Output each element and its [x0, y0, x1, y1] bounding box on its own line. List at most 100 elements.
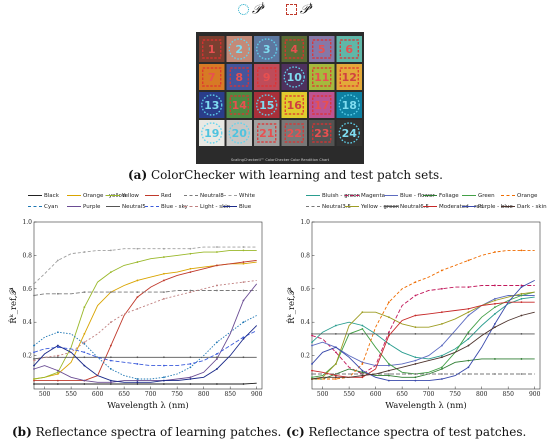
data-point [467, 373, 470, 375]
legend-entry: Yellow [106, 193, 139, 200]
data-point [136, 383, 139, 385]
patch-number: 20 [232, 127, 248, 140]
series-line-blue-sky [33, 330, 257, 367]
data-point [494, 322, 496, 325]
data-point [467, 344, 470, 347]
patch-swatch [336, 120, 362, 146]
plot-frame [311, 221, 541, 390]
patch-13: 13 [199, 92, 225, 118]
test-set-sup: t [309, 2, 313, 10]
legend-label: Blue [239, 204, 252, 210]
patch-number: 21 [259, 127, 274, 140]
data-point [189, 291, 192, 294]
data-point [109, 383, 112, 385]
data-point [414, 326, 417, 329]
caption-a-text: ColorChecker with learning and test patc… [147, 168, 443, 182]
data-point [361, 376, 364, 379]
legend-swatch [501, 195, 515, 196]
legend-entry: Bluish - green [306, 193, 360, 200]
data-point [361, 332, 364, 335]
test-marker [312, 95, 332, 115]
data-point [136, 247, 139, 250]
data-point [414, 294, 417, 297]
data-point [189, 383, 192, 385]
patch-24: 24 [336, 120, 362, 146]
data-point [216, 356, 218, 359]
data-point [414, 356, 417, 359]
data-point [334, 373, 337, 375]
legend-swatch [184, 206, 198, 207]
data-point [387, 364, 390, 367]
data-point [334, 351, 337, 354]
patch-11: 11 [309, 64, 335, 90]
data-point [216, 264, 218, 267]
legend-swatch [145, 206, 159, 207]
data-point [467, 338, 470, 340]
series-line-purple-blue [311, 279, 535, 382]
data-point [163, 364, 165, 367]
data-point [136, 279, 139, 282]
data-point [109, 249, 112, 252]
test-marker [202, 39, 222, 59]
legend-label: Dark - skin [517, 204, 547, 210]
legend-entry: White [223, 193, 255, 200]
data-point [56, 259, 59, 262]
caption-a: (a) ColorChecker with learning and test … [128, 168, 443, 182]
data-point [33, 379, 35, 382]
learning-marker [228, 122, 250, 144]
patch-number: 15 [259, 99, 274, 112]
legend-label: Moderated - red [439, 204, 484, 210]
data-point [311, 334, 313, 337]
data-point [467, 366, 470, 369]
test-marker [312, 123, 332, 143]
patch-number: 23 [314, 127, 329, 140]
test-marker [312, 39, 332, 59]
data-point [242, 261, 245, 263]
data-point [414, 363, 417, 365]
legend-swatch [145, 195, 159, 196]
x-tick-label: 550 [65, 391, 77, 398]
legend-label: Yellow - green [361, 204, 400, 210]
data-point [520, 297, 523, 300]
data-point [414, 314, 417, 317]
data-point [361, 311, 364, 314]
patch-number: 11 [314, 71, 329, 84]
patch-number: 8 [235, 71, 243, 84]
data-point [387, 334, 390, 337]
legend-entry: Light - skin [184, 204, 230, 211]
test-marker [257, 67, 277, 87]
patch-swatch [254, 36, 280, 62]
data-point [311, 341, 313, 344]
data-point [467, 314, 470, 317]
data-point [361, 373, 364, 375]
legend-entry: Purple [67, 204, 100, 211]
data-point [494, 373, 496, 375]
data-point [494, 299, 496, 302]
patch-swatch [336, 92, 362, 118]
data-point [163, 247, 165, 250]
legend-entry: Magenta [345, 193, 385, 200]
patch-number: 7 [208, 71, 216, 84]
legend-swatch [184, 195, 198, 196]
data-point [494, 306, 496, 309]
patch-6: 6 [336, 36, 362, 62]
legend-label: Purple [83, 204, 101, 210]
legend-swatch [223, 206, 237, 207]
caption-b-text: Reflectance spectra of learning patches. [31, 425, 282, 439]
data-point [494, 297, 496, 300]
data-point [216, 368, 218, 370]
y-tick-label: 1.0 [22, 219, 32, 226]
figure-legend: 𝒫l 𝒫t [238, 2, 312, 17]
patch-18: 18 [336, 92, 362, 118]
x-tick-label: 850 [224, 391, 236, 398]
y-tick-label: 0.6 [300, 286, 310, 293]
patch-swatch [199, 120, 225, 146]
y-tick-label: 0.2 [300, 353, 310, 360]
patch-10: 10 [281, 64, 307, 90]
data-point [467, 286, 470, 289]
data-point [361, 369, 364, 372]
data-point [242, 246, 245, 248]
legend-swatch [423, 206, 437, 207]
x-tick-label: 900 [529, 391, 541, 398]
x-tick-label: 800 [198, 391, 210, 398]
